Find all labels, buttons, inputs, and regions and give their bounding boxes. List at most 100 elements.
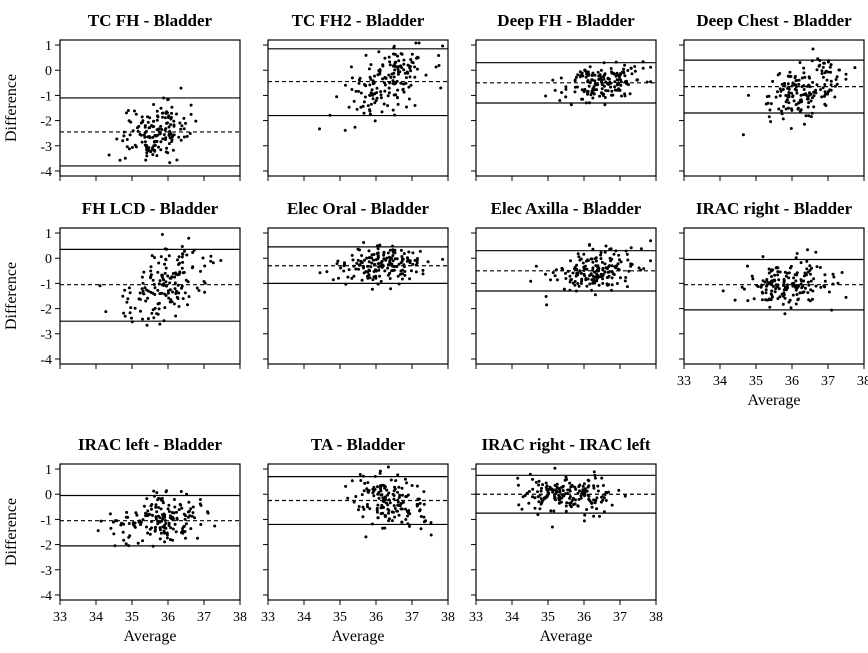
data-point [554, 492, 558, 495]
data-point [810, 59, 814, 63]
data-point [166, 116, 170, 119]
data-point [821, 75, 825, 79]
data-point [787, 85, 790, 89]
data-point [733, 298, 737, 302]
data-point [399, 501, 403, 505]
data-point [141, 317, 144, 321]
data-point [585, 267, 589, 271]
data-point [593, 257, 597, 261]
plot-frame [475, 39, 657, 177]
data-point [165, 536, 169, 540]
data-point [790, 91, 793, 95]
data-point [392, 497, 396, 501]
plot-frame [267, 39, 449, 177]
plot-frame [267, 227, 449, 365]
data-point [98, 284, 102, 288]
data-point [350, 88, 354, 91]
data-point [128, 133, 132, 137]
data-point [594, 279, 598, 283]
data-point [820, 72, 824, 75]
data-point [815, 83, 819, 87]
data-point [798, 110, 802, 113]
data-point [835, 82, 839, 86]
data-point [368, 112, 372, 116]
data-point [387, 517, 391, 521]
data-point [799, 93, 803, 97]
data-point [388, 60, 392, 64]
data-point [191, 505, 195, 509]
data-point [167, 510, 171, 513]
x-tick-label: 37 [821, 374, 835, 389]
data-point [581, 261, 585, 265]
data-point [378, 72, 382, 76]
data-point [144, 158, 148, 162]
data-point [609, 85, 613, 89]
data-point [770, 268, 774, 272]
data-point [564, 504, 568, 508]
data-point [194, 119, 198, 123]
data-point [157, 307, 161, 311]
data-point [163, 531, 167, 535]
data-point [564, 87, 568, 91]
data-point [184, 278, 188, 282]
data-point [550, 488, 554, 492]
data-point [379, 485, 383, 489]
data-point [350, 479, 354, 483]
data-point [407, 250, 411, 254]
data-point [768, 305, 772, 309]
data-point [99, 519, 103, 523]
data-point [788, 298, 792, 302]
panel-11: IRAC right - IRAC left 33 34 35 36 37 38 Averag… [469, 435, 663, 645]
data-point [559, 500, 563, 504]
data-point [785, 271, 789, 275]
data-point [191, 511, 195, 515]
data-point [159, 507, 163, 511]
data-point [573, 283, 577, 287]
data-point [170, 135, 174, 139]
data-point [172, 511, 176, 515]
y-tick-label: -4 [40, 589, 52, 604]
data-point [549, 509, 553, 513]
x-tick-label: 33 [53, 610, 67, 625]
data-point [639, 247, 643, 251]
data-point [595, 496, 599, 500]
data-point [540, 500, 544, 504]
data-point [357, 267, 360, 271]
data-point [362, 266, 365, 270]
data-point [160, 233, 164, 236]
data-point [809, 279, 813, 283]
y-tick-label: -4 [40, 165, 52, 180]
data-point [180, 255, 184, 259]
data-point [165, 110, 168, 114]
data-point [347, 105, 351, 109]
data-point [159, 106, 163, 110]
data-point [133, 109, 136, 113]
data-point [628, 92, 632, 96]
data-point [406, 63, 410, 67]
data-point [367, 260, 371, 264]
panel-5: FH LCD - Bladder 1 0 -1 -2 -3 -4 Difference [3, 199, 241, 369]
data-point [592, 92, 596, 96]
data-point [219, 259, 223, 262]
data-point [193, 516, 196, 520]
data-point [409, 58, 413, 61]
data-point [325, 270, 329, 274]
y-tick-label: -1 [40, 277, 52, 292]
data-point [405, 105, 408, 109]
data-point [377, 268, 381, 272]
data-point [147, 149, 150, 152]
data-point [371, 79, 375, 83]
data-point [153, 286, 157, 290]
data-point [361, 104, 365, 108]
plot-frame [267, 463, 449, 601]
data-point [573, 502, 577, 506]
data-point [545, 487, 549, 491]
data-point [383, 526, 387, 530]
x-tick-label: 34 [89, 610, 103, 625]
data-point [129, 120, 133, 124]
data-point [787, 91, 791, 94]
data-points [529, 239, 653, 307]
x-tick-label: 38 [233, 610, 247, 625]
data-point [558, 497, 562, 501]
data-point [629, 246, 633, 250]
